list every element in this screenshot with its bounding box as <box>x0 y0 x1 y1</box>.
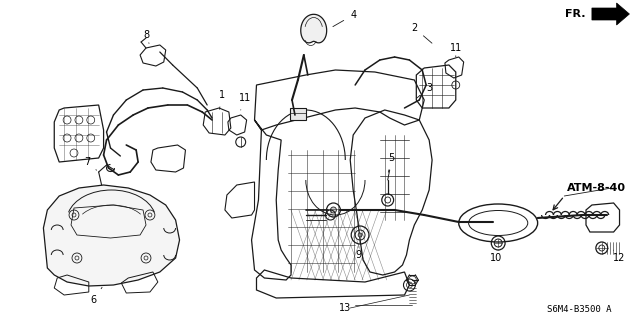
Polygon shape <box>44 185 180 286</box>
Text: 11: 11 <box>450 43 462 57</box>
Text: 5: 5 <box>388 153 395 172</box>
Circle shape <box>358 233 362 237</box>
Text: 2: 2 <box>412 23 432 43</box>
Text: 6: 6 <box>91 287 102 305</box>
Text: 1: 1 <box>219 90 225 109</box>
Text: 9: 9 <box>355 247 361 260</box>
Text: 13: 13 <box>339 303 351 313</box>
Text: FR.: FR. <box>566 9 586 19</box>
Polygon shape <box>301 14 326 43</box>
Text: 12: 12 <box>613 250 626 263</box>
Circle shape <box>330 207 337 213</box>
Text: 8: 8 <box>143 30 149 43</box>
Polygon shape <box>592 3 629 25</box>
Text: 7: 7 <box>84 157 97 170</box>
Bar <box>290 108 306 120</box>
Text: ATM-8-40: ATM-8-40 <box>567 183 627 193</box>
Text: 4: 4 <box>333 10 356 26</box>
Text: 3: 3 <box>417 83 432 98</box>
Text: 11: 11 <box>239 93 251 110</box>
Text: S6M4-B3500 A: S6M4-B3500 A <box>547 306 612 315</box>
Text: 10: 10 <box>490 250 502 263</box>
